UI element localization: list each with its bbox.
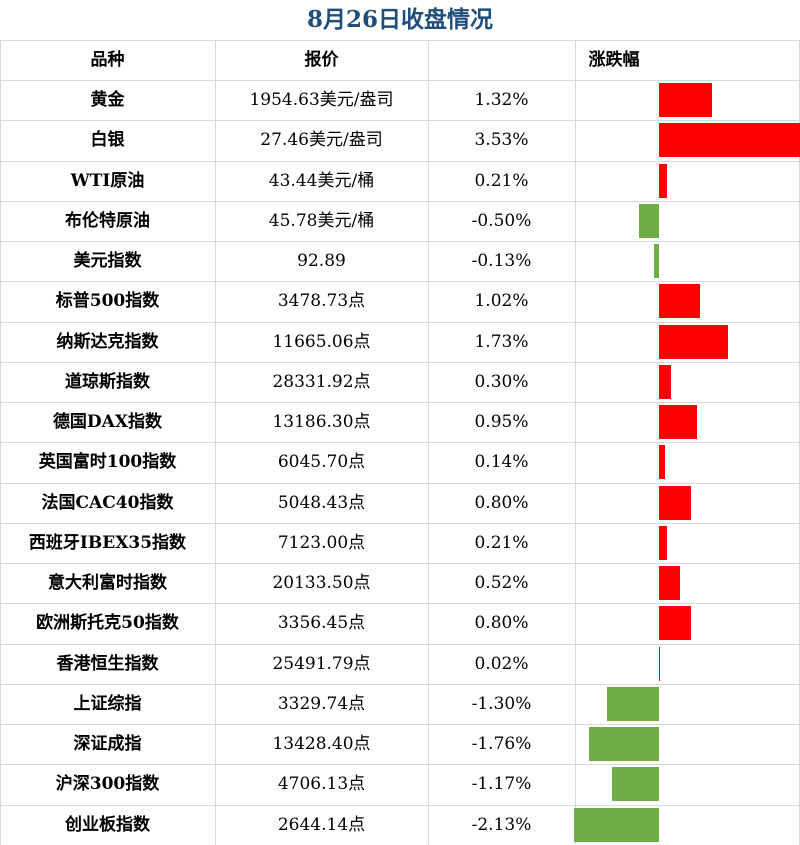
- row-change: 0.21%: [474, 170, 529, 191]
- bar-up: [659, 525, 668, 560]
- row-name: 纳斯达克指数: [56, 331, 159, 352]
- row-name: 沪深300指数: [55, 774, 160, 795]
- row-name: 法国CAC40指数: [41, 492, 174, 513]
- row-name: WTI原油: [70, 170, 145, 191]
- row-name: 深证成指: [73, 734, 142, 754]
- row-price: 13186.30点: [272, 412, 371, 432]
- row-change: 0.14%: [474, 452, 529, 473]
- row-name: 黄金: [90, 90, 125, 110]
- row-price: 1954.63美元/盎司: [249, 90, 394, 110]
- row-name: 美元指数: [73, 251, 142, 271]
- row-name: 布伦特原油: [65, 210, 150, 231]
- header-price: 报价: [304, 50, 339, 70]
- row-name: 德国DAX指数: [52, 412, 163, 432]
- row-change: 0.80%: [474, 613, 529, 634]
- row-name: 香港恒生指数: [56, 653, 159, 674]
- row-name: 创业板指数: [65, 814, 150, 835]
- row-change: 1.32%: [474, 90, 529, 110]
- row-price: 2644.14点: [277, 814, 366, 835]
- bar-up: [659, 566, 680, 600]
- bar-up: [659, 163, 668, 198]
- row-price: 3329.74点: [277, 693, 366, 714]
- row-price: 92.89: [297, 251, 346, 271]
- bar-down: [588, 727, 659, 761]
- bar-up: [659, 606, 691, 641]
- row-change: 0.95%: [474, 412, 529, 432]
- row-name: 英国富时100指数: [38, 452, 177, 473]
- row-change: 0.30%: [474, 371, 529, 392]
- row-change: 0.21%: [474, 532, 529, 553]
- row-price: 3356.45点: [277, 613, 366, 634]
- row-price: 11665.06点: [272, 331, 371, 352]
- header-change: 涨跌幅: [588, 50, 640, 70]
- bar-up: [659, 646, 660, 681]
- row-name: 上证综指: [73, 693, 142, 714]
- bar-up: [659, 364, 671, 399]
- row-name: 意大利富时指数: [48, 573, 167, 593]
- row-change: 0.80%: [474, 492, 529, 513]
- bar-down: [639, 203, 659, 238]
- row-price: 25491.79点: [272, 653, 371, 674]
- bar-up: [659, 485, 691, 520]
- row-change: -2.13%: [471, 814, 532, 835]
- row-change: 0.02%: [474, 653, 529, 674]
- row-price: 5048.43点: [277, 492, 366, 513]
- row-price: 7123.00点: [277, 532, 366, 553]
- bar-down: [607, 686, 659, 721]
- bar-down: [612, 767, 659, 802]
- bar-up: [659, 324, 729, 359]
- row-change: 1.02%: [474, 291, 529, 312]
- bar-up: [659, 405, 697, 439]
- row-name: 道琼斯指数: [65, 371, 150, 392]
- bar-down: [653, 244, 659, 278]
- row-name: 欧洲斯托克50指数: [36, 613, 179, 634]
- row-change: -1.30%: [471, 693, 532, 714]
- bar-up: [659, 123, 800, 158]
- bar-down: [573, 807, 659, 842]
- bar-up: [659, 83, 712, 117]
- row-name: 白银: [90, 130, 125, 151]
- row-change: -0.13%: [471, 251, 532, 271]
- row-price: 28331.92点: [272, 371, 371, 392]
- bar-up: [659, 284, 700, 319]
- row-price: 3478.73点: [277, 291, 366, 312]
- row-price: 13428.40点: [272, 734, 371, 754]
- row-price: 45.78美元/桶: [268, 210, 375, 231]
- row-price: 43.44美元/桶: [268, 170, 375, 191]
- row-price: 4706.13点: [277, 774, 366, 795]
- row-name: 西班牙IBEX35指数: [28, 532, 187, 553]
- row-name: 标普500指数: [55, 291, 160, 312]
- row-change: -0.50%: [471, 210, 532, 231]
- chart-title: 8月26日收盘情况: [306, 6, 493, 33]
- row-change: 0.52%: [474, 573, 529, 593]
- row-price: 20133.50点: [272, 573, 371, 593]
- row-change: -1.17%: [471, 774, 532, 795]
- row-change: 1.73%: [474, 331, 529, 352]
- row-change: 3.53%: [474, 130, 529, 151]
- bar-up: [659, 445, 665, 480]
- header-name: 品种: [90, 50, 125, 70]
- row-price: 6045.70点: [277, 452, 366, 473]
- row-price: 27.46美元/盎司: [260, 130, 383, 151]
- row-change: -1.76%: [471, 734, 532, 754]
